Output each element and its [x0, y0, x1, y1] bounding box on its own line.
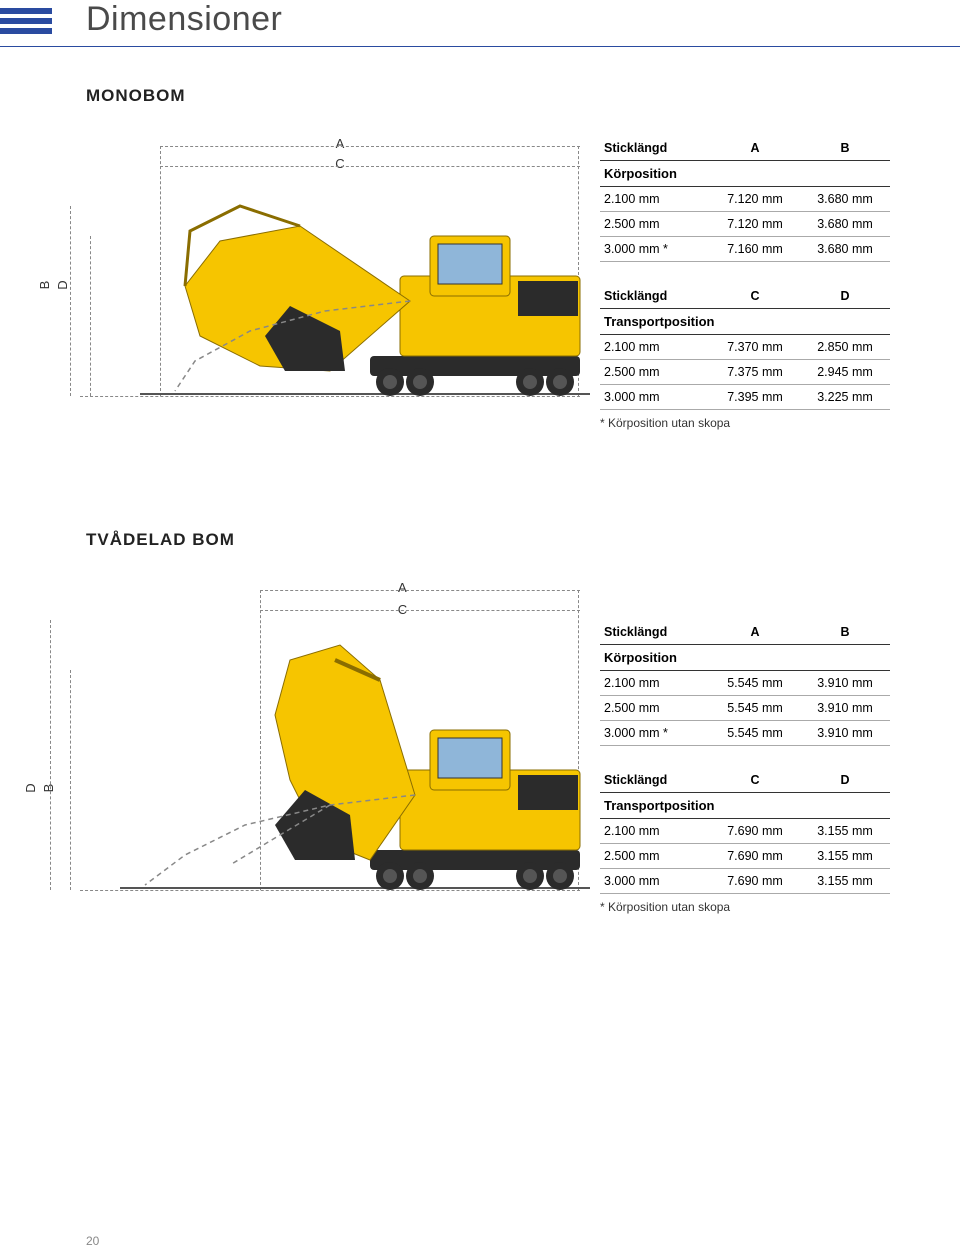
footnote: * Körposition utan skopa: [600, 416, 900, 430]
table-caption: Körposition: [600, 645, 890, 671]
col-header: B: [800, 136, 890, 161]
footnote: * Körposition utan skopa: [600, 900, 900, 914]
excavator-icon: [80, 136, 600, 406]
table-caption: Transportposition: [600, 309, 890, 335]
excavator-icon: [80, 580, 600, 900]
col-header: C: [710, 768, 800, 793]
section-tvadelad: TVÅDELAD BOM A C B D: [0, 530, 960, 934]
col-header: A: [710, 136, 800, 161]
diagram-monobom: A C B D: [0, 136, 600, 406]
col-header: Sticklängd: [600, 284, 710, 309]
dim-label-d: D: [55, 280, 70, 289]
table-caption: Körposition: [600, 161, 890, 187]
col-header: D: [800, 284, 890, 309]
tables-monobom: Körposition Sticklängd A B 2.100 mm7.120…: [600, 136, 900, 450]
table-caption: Transportposition: [600, 793, 890, 819]
tables-tvadelad: Körposition Sticklängd A B 2.100 mm5.545…: [600, 580, 900, 934]
col-header: Sticklängd: [600, 768, 710, 793]
dim-label-d: D: [23, 783, 38, 792]
page-number: 20: [86, 1234, 99, 1248]
col-header: C: [710, 284, 800, 309]
col-header: Sticklängd: [600, 136, 710, 161]
col-header: B: [800, 620, 890, 645]
title-underline: [0, 46, 960, 47]
table-transport-2: Transportposition Sticklängd C D 2.100 m…: [600, 768, 890, 894]
table-transport-1: Transportposition Sticklängd C D 2.100 m…: [600, 284, 890, 410]
page-title: Dimensioner: [86, 0, 282, 39]
dim-label-b: B: [41, 784, 56, 793]
section-heading: TVÅDELAD BOM: [86, 530, 960, 550]
table-korposition-2: Körposition Sticklängd A B 2.100 mm5.545…: [600, 620, 890, 746]
col-header: D: [800, 768, 890, 793]
table-korposition-1: Körposition Sticklängd A B 2.100 mm7.120…: [600, 136, 890, 262]
col-header: A: [710, 620, 800, 645]
dim-label-b: B: [37, 280, 52, 289]
col-header: Sticklängd: [600, 620, 710, 645]
section-heading: MONOBOM: [86, 86, 960, 106]
brand-stripes: [0, 0, 52, 34]
diagram-tvadelad: A C B D: [0, 580, 600, 900]
section-monobom: MONOBOM A C B D: [0, 86, 960, 450]
